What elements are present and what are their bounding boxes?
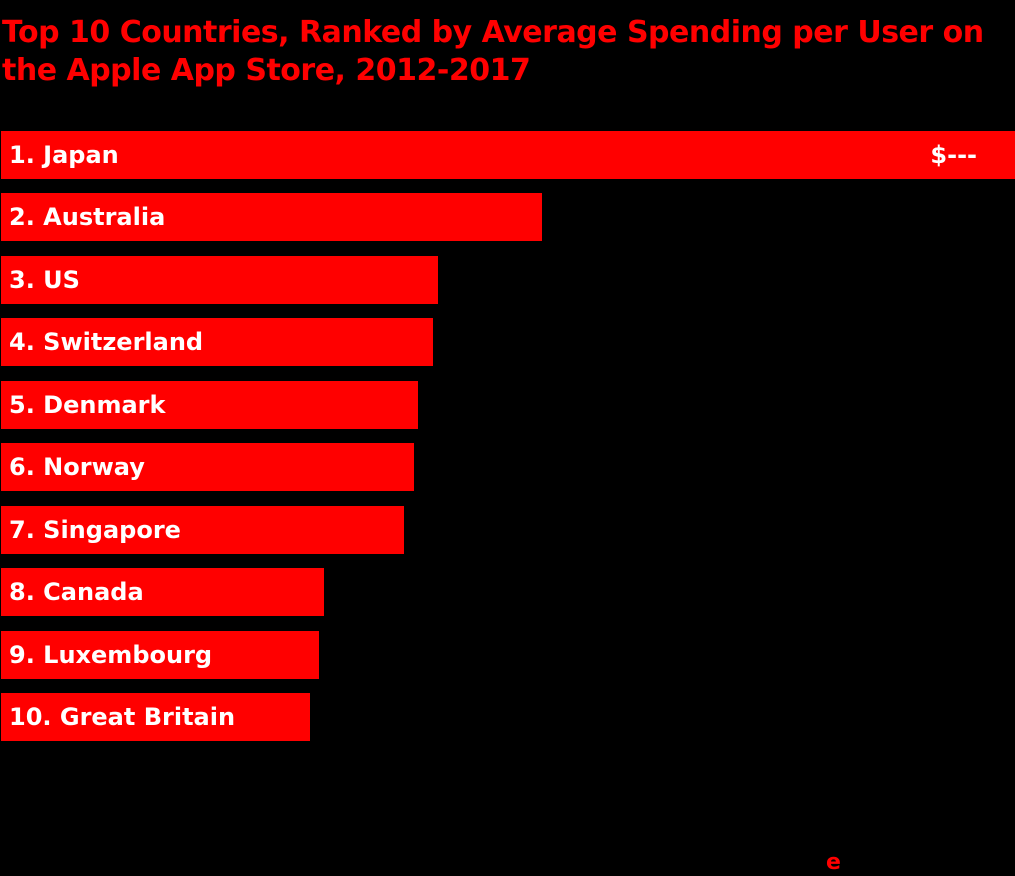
bar-label: 1. Japan — [9, 141, 119, 169]
bar-great-britain: 10. Great Britain — [1, 693, 310, 741]
bar-label: 6. Norway — [9, 453, 145, 481]
brand-logo-icon: e — [826, 850, 841, 875]
bar-label: 2. Australia — [9, 203, 166, 231]
bar-japan: 1. Japan $--- — [1, 131, 1015, 179]
bar-switzerland: 4. Switzerland — [1, 318, 433, 366]
bar-singapore: 7. Singapore — [1, 506, 404, 554]
bar-luxembourg: 9. Luxembourg — [1, 631, 319, 679]
bar-us: 3. US — [1, 256, 438, 304]
chart-title: Top 10 Countries, Ranked by Average Spen… — [2, 15, 984, 88]
bar-label: 8. Canada — [9, 578, 144, 606]
bar-australia: 2. Australia — [1, 193, 542, 241]
bar-label: 7. Singapore — [9, 516, 181, 544]
bar-label: 9. Luxembourg — [9, 641, 213, 669]
bar-label: 5. Denmark — [9, 391, 166, 419]
bar-norway: 6. Norway — [1, 443, 414, 491]
bar-value: $--- — [930, 141, 977, 169]
bar-label: 3. US — [9, 266, 80, 294]
bar-denmark: 5. Denmark — [1, 381, 418, 429]
bar-canada: 8. Canada — [1, 568, 324, 616]
bar-label: 4. Switzerland — [9, 328, 204, 356]
bar-label: 10. Great Britain — [9, 703, 236, 731]
